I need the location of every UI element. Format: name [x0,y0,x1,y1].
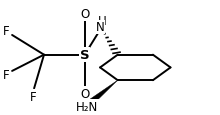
Text: O: O [80,87,89,100]
Text: N: N [96,21,104,34]
Polygon shape [88,80,118,103]
Text: S: S [80,49,90,62]
Text: F: F [3,25,10,37]
Text: O: O [80,8,89,21]
Text: F: F [3,69,10,82]
Text: F: F [30,90,36,103]
Text: H: H [98,15,107,28]
Text: H₂N: H₂N [76,100,98,113]
